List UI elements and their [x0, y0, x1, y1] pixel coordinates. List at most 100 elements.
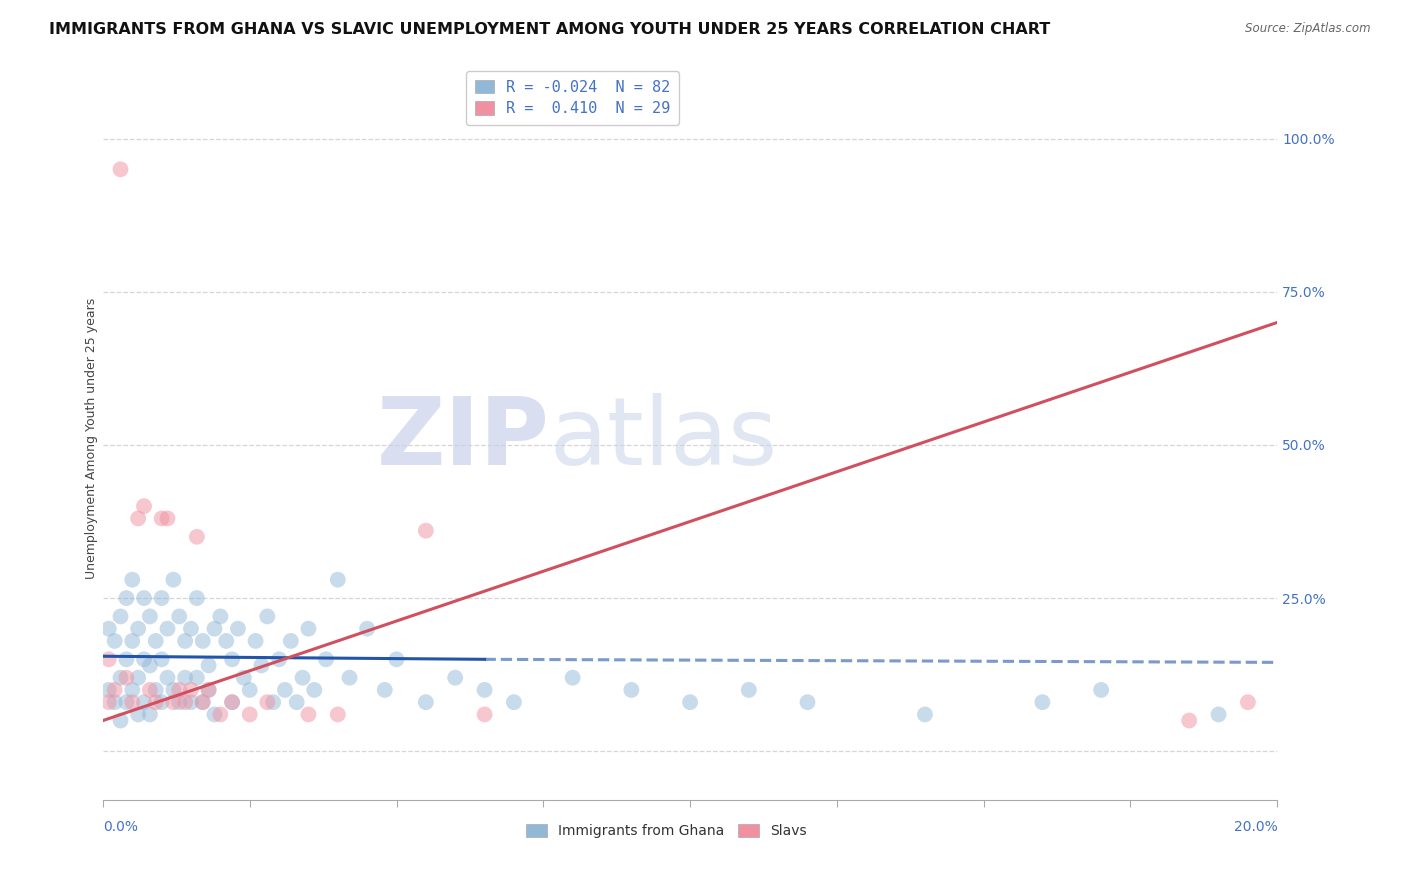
- Point: [1208, 707, 1230, 722]
- Point: [226, 622, 249, 636]
- Point: [374, 682, 396, 697]
- Point: [132, 695, 155, 709]
- Point: [139, 609, 162, 624]
- Point: [97, 652, 120, 666]
- Point: [162, 682, 184, 697]
- Point: [180, 695, 202, 709]
- Point: [191, 695, 214, 709]
- Point: [186, 530, 208, 544]
- Point: [174, 671, 197, 685]
- Point: [267, 652, 290, 666]
- Y-axis label: Unemployment Among Youth under 25 years: Unemployment Among Youth under 25 years: [86, 298, 98, 580]
- Point: [245, 634, 267, 648]
- Point: [191, 634, 214, 648]
- Point: [1178, 714, 1201, 728]
- Point: [444, 671, 467, 685]
- Point: [156, 622, 179, 636]
- Text: ZIP: ZIP: [377, 392, 550, 485]
- Point: [167, 695, 190, 709]
- Point: [474, 682, 496, 697]
- Point: [132, 652, 155, 666]
- Text: 20.0%: 20.0%: [1233, 820, 1277, 834]
- Point: [232, 671, 254, 685]
- Point: [174, 634, 197, 648]
- Point: [121, 682, 143, 697]
- Point: [145, 682, 167, 697]
- Point: [180, 682, 202, 697]
- Point: [162, 573, 184, 587]
- Point: [115, 695, 138, 709]
- Point: [127, 707, 149, 722]
- Point: [197, 682, 219, 697]
- Point: [204, 707, 226, 722]
- Point: [297, 707, 319, 722]
- Point: [139, 707, 162, 722]
- Point: [139, 658, 162, 673]
- Point: [280, 634, 302, 648]
- Point: [239, 707, 262, 722]
- Point: [132, 591, 155, 605]
- Point: [221, 652, 243, 666]
- Point: [110, 714, 132, 728]
- Point: [297, 622, 319, 636]
- Point: [127, 622, 149, 636]
- Point: [914, 707, 936, 722]
- Point: [215, 634, 238, 648]
- Point: [620, 682, 643, 697]
- Point: [127, 671, 149, 685]
- Point: [174, 695, 197, 709]
- Point: [474, 707, 496, 722]
- Point: [145, 695, 167, 709]
- Point: [156, 511, 179, 525]
- Point: [326, 707, 349, 722]
- Point: [796, 695, 818, 709]
- Point: [150, 591, 173, 605]
- Point: [97, 695, 120, 709]
- Point: [110, 609, 132, 624]
- Text: Source: ZipAtlas.com: Source: ZipAtlas.com: [1246, 22, 1371, 36]
- Point: [385, 652, 408, 666]
- Point: [221, 695, 243, 709]
- Point: [415, 524, 437, 538]
- Legend: Immigrants from Ghana, Slavs: Immigrants from Ghana, Slavs: [520, 819, 813, 844]
- Text: 0.0%: 0.0%: [103, 820, 138, 834]
- Point: [156, 671, 179, 685]
- Point: [97, 622, 120, 636]
- Point: [1090, 682, 1112, 697]
- Point: [256, 695, 278, 709]
- Point: [356, 622, 378, 636]
- Point: [503, 695, 526, 709]
- Point: [209, 707, 232, 722]
- Point: [150, 511, 173, 525]
- Point: [115, 591, 138, 605]
- Point: [209, 609, 232, 624]
- Point: [197, 658, 219, 673]
- Point: [139, 682, 162, 697]
- Point: [167, 609, 190, 624]
- Point: [679, 695, 702, 709]
- Point: [415, 695, 437, 709]
- Point: [191, 695, 214, 709]
- Point: [110, 671, 132, 685]
- Text: IMMIGRANTS FROM GHANA VS SLAVIC UNEMPLOYMENT AMONG YOUTH UNDER 25 YEARS CORRELAT: IMMIGRANTS FROM GHANA VS SLAVIC UNEMPLOY…: [49, 22, 1050, 37]
- Point: [274, 682, 297, 697]
- Point: [339, 671, 361, 685]
- Point: [262, 695, 284, 709]
- Point: [291, 671, 314, 685]
- Point: [1031, 695, 1053, 709]
- Point: [121, 634, 143, 648]
- Point: [561, 671, 583, 685]
- Point: [186, 671, 208, 685]
- Point: [239, 682, 262, 697]
- Point: [1237, 695, 1260, 709]
- Point: [145, 634, 167, 648]
- Point: [115, 652, 138, 666]
- Point: [738, 682, 761, 697]
- Point: [221, 695, 243, 709]
- Point: [104, 682, 127, 697]
- Point: [186, 591, 208, 605]
- Point: [204, 622, 226, 636]
- Point: [315, 652, 337, 666]
- Point: [256, 609, 278, 624]
- Point: [110, 162, 132, 177]
